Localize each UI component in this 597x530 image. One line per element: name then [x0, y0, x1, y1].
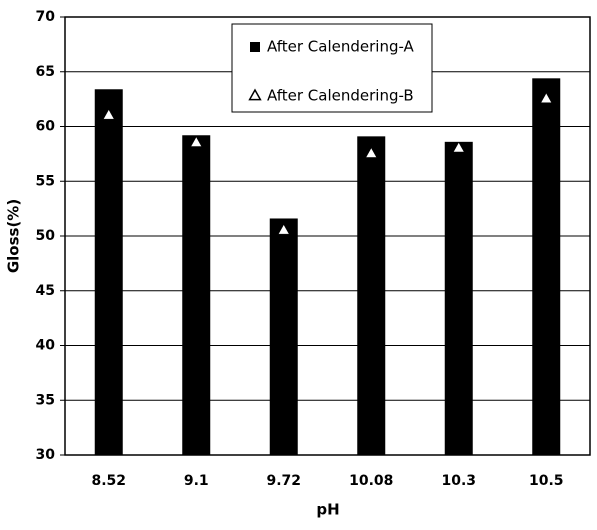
bar	[94, 89, 123, 456]
marker	[102, 109, 115, 120]
x-axis-title: pH	[316, 501, 339, 519]
bar	[444, 141, 473, 455]
legend-label: After Calendering-B	[267, 87, 414, 105]
y-tick-label: 45	[36, 283, 55, 299]
y-tick-label: 35	[36, 392, 55, 408]
y-tick-label: 50	[36, 228, 56, 244]
x-tick-label: 8.52	[91, 473, 126, 489]
plot-frame	[64, 16, 591, 456]
y-tick-label: 70	[36, 9, 56, 25]
x-tick-label: 10.5	[529, 473, 564, 489]
x-tick-label: 10.3	[441, 473, 476, 489]
y-tick-label: 60	[36, 119, 56, 135]
marker	[540, 92, 553, 103]
bar	[357, 136, 386, 456]
legend-swatch	[250, 42, 260, 52]
marker	[365, 147, 378, 158]
bar	[532, 78, 561, 455]
marker	[277, 224, 290, 235]
bar	[182, 135, 211, 455]
x-tick-label: 9.72	[266, 473, 301, 489]
y-axis-title: Gloss(%)	[5, 199, 23, 273]
x-tick-label: 9.1	[184, 473, 209, 489]
y-tick-label: 55	[36, 173, 55, 189]
bar	[269, 218, 298, 455]
marker	[452, 141, 465, 153]
legend-label: After Calendering-A	[267, 38, 415, 56]
legend-swatch	[248, 88, 262, 101]
y-tick-label: 40	[36, 338, 56, 354]
legend-box	[231, 23, 433, 113]
y-tick-label: 30	[36, 447, 56, 463]
y-tick-label: 65	[36, 64, 55, 80]
marker	[190, 136, 203, 147]
x-tick-label: 10.08	[349, 473, 393, 489]
